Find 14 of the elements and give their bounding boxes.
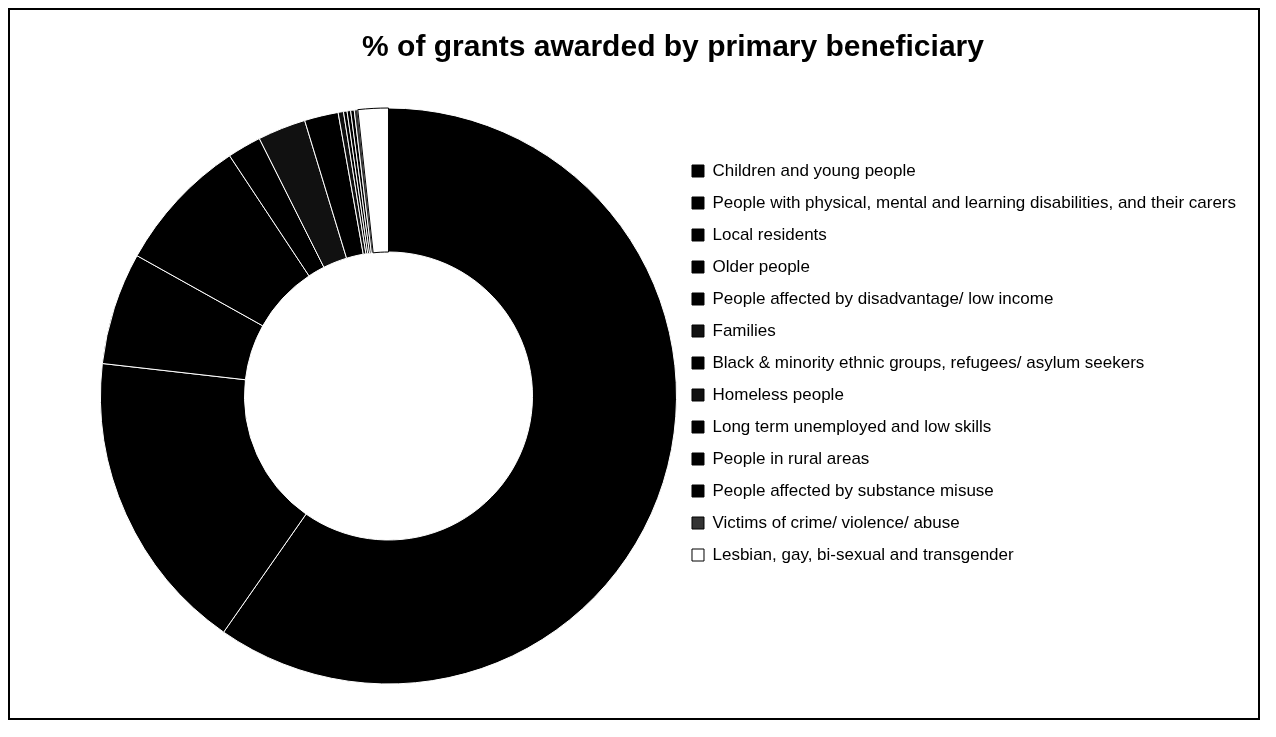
legend-label: Victims of crime/ violence/ abuse xyxy=(712,512,960,532)
legend-label: Older people xyxy=(712,256,810,276)
legend-label: Long term unemployed and low skills xyxy=(712,416,992,436)
legend-label: Homeless people xyxy=(712,384,844,404)
legend-label: People with physical, mental and learning disabilities, and their carers xyxy=(712,192,1237,212)
legend-label: People affected by disadvantage/ low income xyxy=(712,288,1054,308)
legend-label: Black & minority ethnic groups, refugees/ asylum seekers xyxy=(712,352,1145,372)
legend-label: People in rural areas xyxy=(712,448,870,468)
legend-label: Local residents xyxy=(712,224,827,244)
legend-label: Families xyxy=(712,320,776,340)
legend-label: Children and young people xyxy=(712,160,916,180)
chart-title: % of grants awarded by primary beneficiary xyxy=(362,29,985,63)
legend-label: People affected by substance misuse xyxy=(712,480,994,500)
legend-label: Lesbian, gay, bi-sexual and transgender xyxy=(712,544,1014,564)
